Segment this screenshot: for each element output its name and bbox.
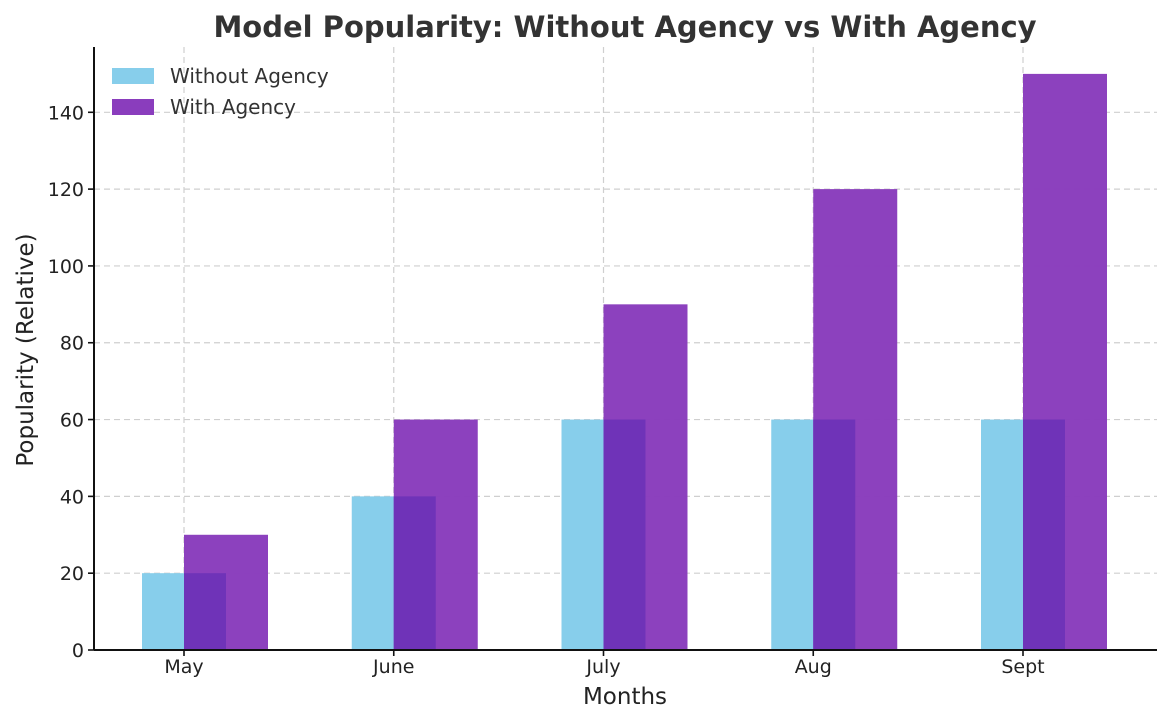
x-tick-label: May [164,656,203,678]
y-tick-label: 120 [48,179,84,201]
y-tick-label: 80 [60,333,84,355]
x-tick-label: Aug [795,656,832,678]
chart-title: Model Popularity: Without Agency vs With… [213,10,1036,44]
legend-label-without-agency: Without Agency [170,64,329,88]
legend: Without Agency With Agency [112,64,329,119]
y-tick-label: 60 [60,410,84,432]
y-tick-label: 20 [60,563,84,585]
bar-overlap-aug [813,419,856,650]
y-tick-label: 140 [48,102,84,124]
axes: 0 20 40 60 80 100 120 140 May June July Aug Sept [48,47,1157,678]
legend-label-with-agency: With Agency [170,95,296,119]
y-tick-label: 100 [48,256,84,278]
y-tick-label: 0 [72,640,84,662]
bars [142,73,1107,650]
legend-swatch-without-agency [112,68,154,84]
bar-overlap-may [184,573,226,650]
x-axis-label: Months [583,684,667,710]
y-tick-label: 40 [60,486,84,508]
bar-overlap-july [603,419,646,650]
x-tick-label: June [372,656,414,678]
bar-overlap-sept [1023,419,1065,650]
x-tick-label: Sept [1001,656,1044,678]
x-tick-label: July [585,656,620,678]
y-axis-label: Popularity (Relative) [13,233,39,466]
legend-swatch-with-agency [112,99,154,115]
bar-overlap-june [393,496,436,650]
